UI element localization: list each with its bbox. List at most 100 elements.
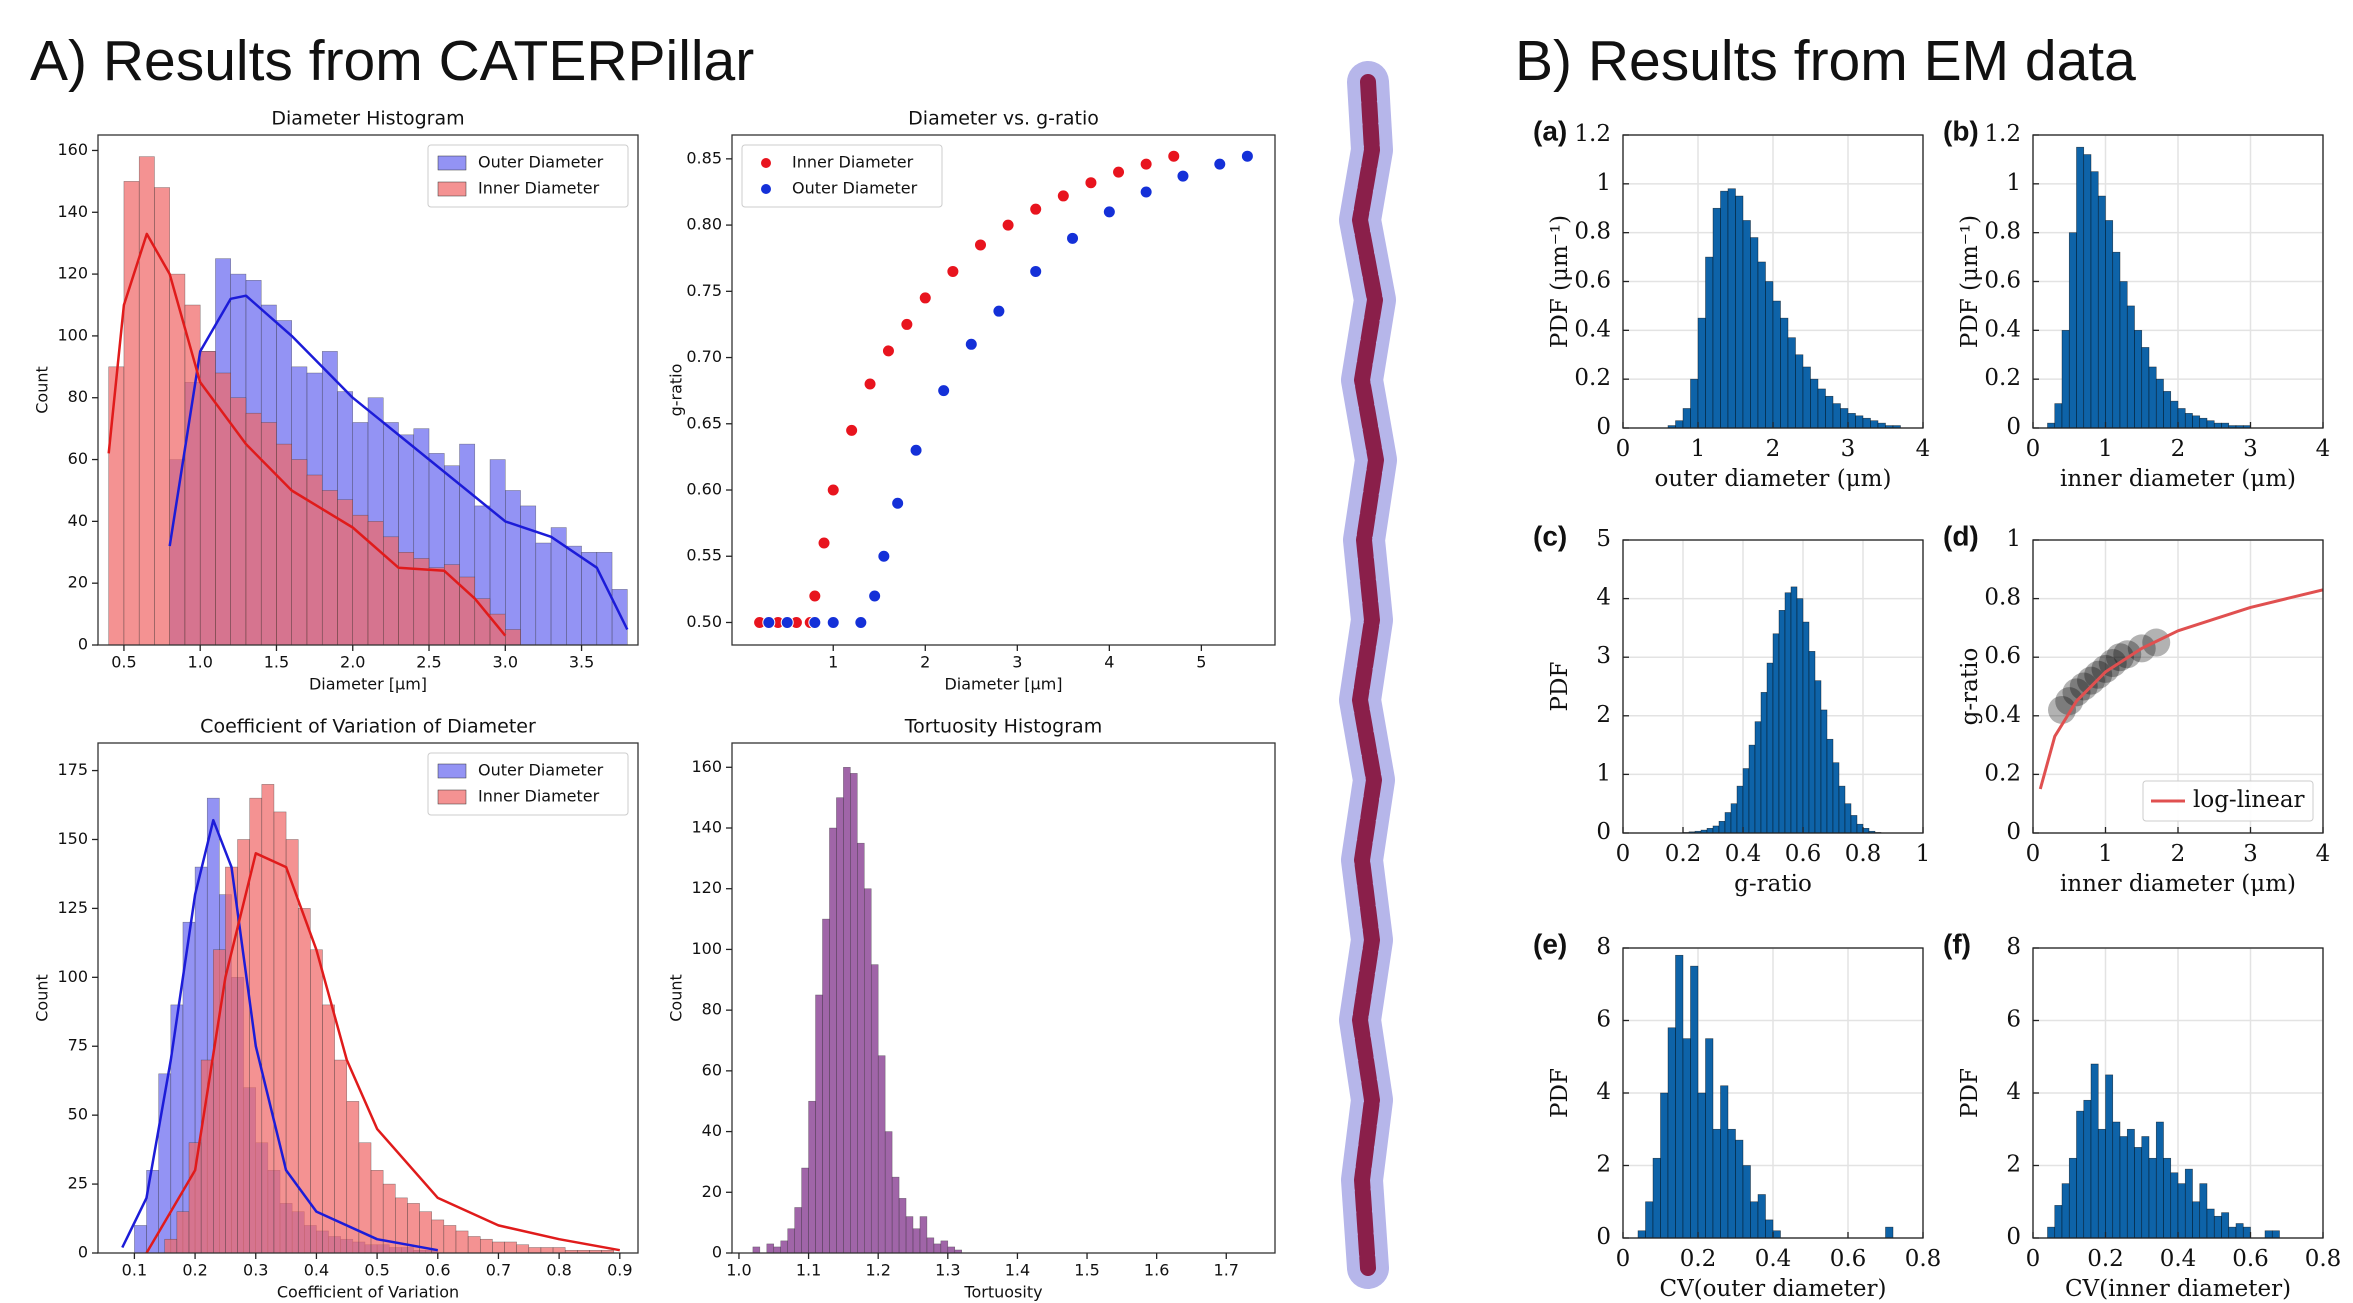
y-tick-label: 75 (68, 1036, 88, 1055)
y-tick-label: 0 (2006, 819, 2021, 845)
y-tick-label: 1 (1596, 170, 1611, 196)
bar (1675, 420, 1684, 428)
bar (2155, 1121, 2164, 1238)
legend-label: log-linear (2193, 787, 2305, 813)
bar (492, 1241, 505, 1253)
point (817, 536, 831, 550)
bar (773, 1246, 781, 1253)
y-axis-label: Count (33, 974, 52, 1022)
x-tick-label: 0.8 (1845, 841, 1882, 867)
legend-box (427, 752, 629, 816)
bar (2213, 422, 2222, 428)
x-tick-label: 1.2 (865, 1261, 890, 1280)
bar (2170, 400, 2179, 428)
x-tick-label: 0.5 (111, 653, 136, 672)
bar (1682, 408, 1691, 428)
x-tick-label: 1.4 (1005, 1261, 1030, 1280)
bar (1772, 1230, 1781, 1238)
chart: 1.0 1.1 1.2 1.3 1.4 1.5 1.6 1.7 0 20 40 60 80 100 120 1… (667, 716, 1276, 1302)
x-tick-label: 2 (2171, 841, 2186, 867)
chart: 1 2 3 4 5 0.50 0.55 0.60 0.65 0.70 0.75 0.80 0.85 Dia… (667, 108, 1276, 694)
bar (1652, 1157, 1661, 1238)
bar (2228, 1226, 2237, 1238)
point (1029, 264, 1043, 278)
bar (1748, 744, 1756, 833)
bar (1772, 300, 1781, 428)
bar (808, 1100, 816, 1253)
bar (276, 443, 292, 645)
bar (2235, 1223, 2244, 1238)
bar (1862, 417, 1871, 428)
y-tick-label: 150 (57, 829, 88, 848)
y-tick-label: 0.85 (686, 148, 722, 167)
bar (822, 918, 830, 1253)
bar (2170, 1172, 2179, 1238)
bar (1697, 1092, 1706, 1238)
y-tick-label: 0 (2006, 414, 2021, 440)
bar (467, 1236, 481, 1253)
point (909, 443, 923, 457)
bar (2199, 1183, 2208, 1238)
bar (1705, 1038, 1714, 1238)
bar (1750, 1201, 1759, 1238)
y-tick-label: 160 (57, 140, 88, 159)
bar (815, 994, 823, 1253)
legend: Outer Diameter Inner Diameter (427, 752, 629, 816)
x-tick-label: 1 (2098, 436, 2113, 462)
y-tick-label: 0.8 (1984, 219, 2021, 245)
bar (540, 1247, 554, 1253)
point (1066, 231, 1080, 245)
x-tick-label: 0 (1616, 841, 1631, 867)
y-tick-label: 6 (1596, 1007, 1611, 1033)
x-tick-label: 0.7 (486, 1261, 511, 1280)
bar (566, 545, 582, 645)
bar (1712, 207, 1721, 428)
y-tick-label: 120 (691, 878, 722, 897)
bar (273, 811, 287, 1253)
bar (2068, 1157, 2077, 1238)
point (964, 337, 978, 351)
point (891, 496, 905, 510)
bar (1802, 621, 1810, 833)
axon-rendering (1339, 61, 1397, 1289)
y-tick-label: 20 (702, 1182, 722, 1201)
x-tick-label: 3 (2243, 841, 2258, 867)
point (1139, 157, 1153, 171)
density-point (2106, 643, 2134, 672)
bar (134, 1225, 147, 1253)
bar (857, 842, 865, 1253)
point (845, 423, 859, 437)
x-tick-label: 4 (2316, 841, 2331, 867)
bar (123, 181, 140, 645)
bar (1705, 256, 1714, 428)
bar (884, 1131, 893, 1253)
bar (1840, 408, 1849, 428)
y-tick-label: 1.2 (1984, 121, 2021, 147)
bar (164, 1238, 178, 1253)
y-tick-label: 125 (57, 898, 88, 917)
point (762, 615, 776, 629)
bar (2184, 1168, 2193, 1238)
bar (2083, 154, 2092, 428)
bar (1637, 1230, 1646, 1238)
bar (1735, 1139, 1744, 1238)
bar (1765, 281, 1774, 428)
y-tick-label: 1.2 (1574, 121, 1611, 147)
x-tick-label: 2 (920, 653, 930, 672)
point (826, 615, 840, 629)
bar (1754, 721, 1762, 833)
bar (1682, 1038, 1691, 1238)
point (808, 615, 822, 629)
legend: Inner Diameter Outer Diameter (741, 144, 943, 208)
axes-frame (1622, 539, 1924, 834)
y-tick-label: 80 (702, 1000, 722, 1019)
panel-label: (b) (1943, 115, 1979, 146)
point (1112, 165, 1126, 179)
y-tick-label: 60 (702, 1060, 722, 1079)
bar (1820, 709, 1828, 833)
x-tick-label: 0.1 (122, 1261, 147, 1280)
bar (2206, 420, 2215, 428)
bar (2126, 305, 2135, 428)
bar (1727, 188, 1736, 428)
bar (367, 521, 384, 645)
